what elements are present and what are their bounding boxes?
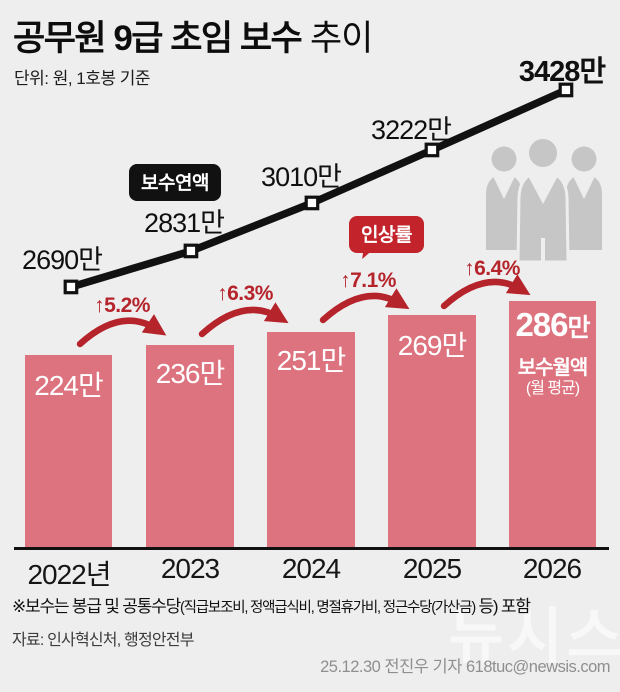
rate-2025: ↑7.1% xyxy=(340,269,396,292)
annual-salary-badge: 보수연액 xyxy=(129,164,221,201)
bar-value-2026-suffix: 만 xyxy=(567,314,591,342)
x-axis-line xyxy=(14,547,609,550)
increase-arrow xyxy=(198,302,289,338)
bar-value-2026: 286만 xyxy=(509,306,596,344)
line-point-markers xyxy=(63,82,574,295)
bar-value-2023: 236만 xyxy=(155,358,225,389)
rate-2026: ↑6.4% xyxy=(464,257,520,280)
line-value-2023: 2831만 xyxy=(144,208,225,238)
monthly-average-note: (월 평균) xyxy=(525,380,580,397)
bar-2022 xyxy=(25,355,112,547)
bar-value-2026-number: 286 xyxy=(515,306,568,343)
year-label-2026: 2026 xyxy=(522,553,582,584)
footnote-suffix: 등) 포함 xyxy=(474,597,531,616)
increase-rate-badge-tail xyxy=(362,246,375,261)
reporter-byline: 25.12.30 전진우 기자 618tuc@newsis.com xyxy=(320,658,610,676)
line-value-2026: 3428만 xyxy=(518,56,606,88)
year-label-2022: 2022년 xyxy=(27,559,111,590)
bar-2026 xyxy=(509,301,596,547)
year-label-2023: 2023 xyxy=(160,553,220,584)
bar-2025 xyxy=(388,315,476,547)
increase-arrow xyxy=(440,274,531,310)
year-label-2024: 2024 xyxy=(281,553,341,584)
bar-2023 xyxy=(146,345,234,547)
year-label-2025: 2025 xyxy=(402,553,462,584)
increase-arrow xyxy=(319,288,410,324)
source-note: 자료: 인사혁신처, 행정안전부 xyxy=(12,632,194,649)
newsis-watermark: 뉴시스 xyxy=(448,603,620,670)
footnote-prefix: ※보수는 봉급 및 공통수당 xyxy=(12,597,181,616)
civil-servants-icon xyxy=(486,136,602,264)
increase-rate-badge: 인상률 xyxy=(349,216,424,253)
line-value-2024: 3010만 xyxy=(261,162,342,192)
increase-arrows xyxy=(76,274,531,348)
footnote: ※보수는 봉급 및 공통수당(직급보조비, 정액급식비, 명절휴가비, 정근수당… xyxy=(12,592,531,617)
bar-value-2025: 269만 xyxy=(397,330,467,361)
increase-arrow xyxy=(76,314,167,348)
rate-2023: ↑5.2% xyxy=(94,294,150,317)
rate-2024: ↑6.3% xyxy=(217,282,273,305)
title-main: 공무원 9급 초임 보수 xyxy=(13,19,303,58)
footnote-detail: (직급보조비, 정액급식비, 명절휴가비, 정근수당(가산금) xyxy=(180,600,476,616)
line-value-2025: 3222만 xyxy=(371,115,452,145)
unit-note: 단위: 원, 1호봉 기준 xyxy=(14,69,151,88)
bar-value-2024: 251만 xyxy=(276,345,346,376)
bar-value-2022: 224만 xyxy=(34,370,103,401)
bar-2024 xyxy=(267,332,355,547)
title-tail: 추이 xyxy=(301,19,373,58)
page-title: 공무원 9급 초임 보수 추이 xyxy=(13,10,373,61)
monthly-salary-label: 보수월액 xyxy=(517,357,589,379)
line-value-2022: 2690만 xyxy=(22,245,103,275)
